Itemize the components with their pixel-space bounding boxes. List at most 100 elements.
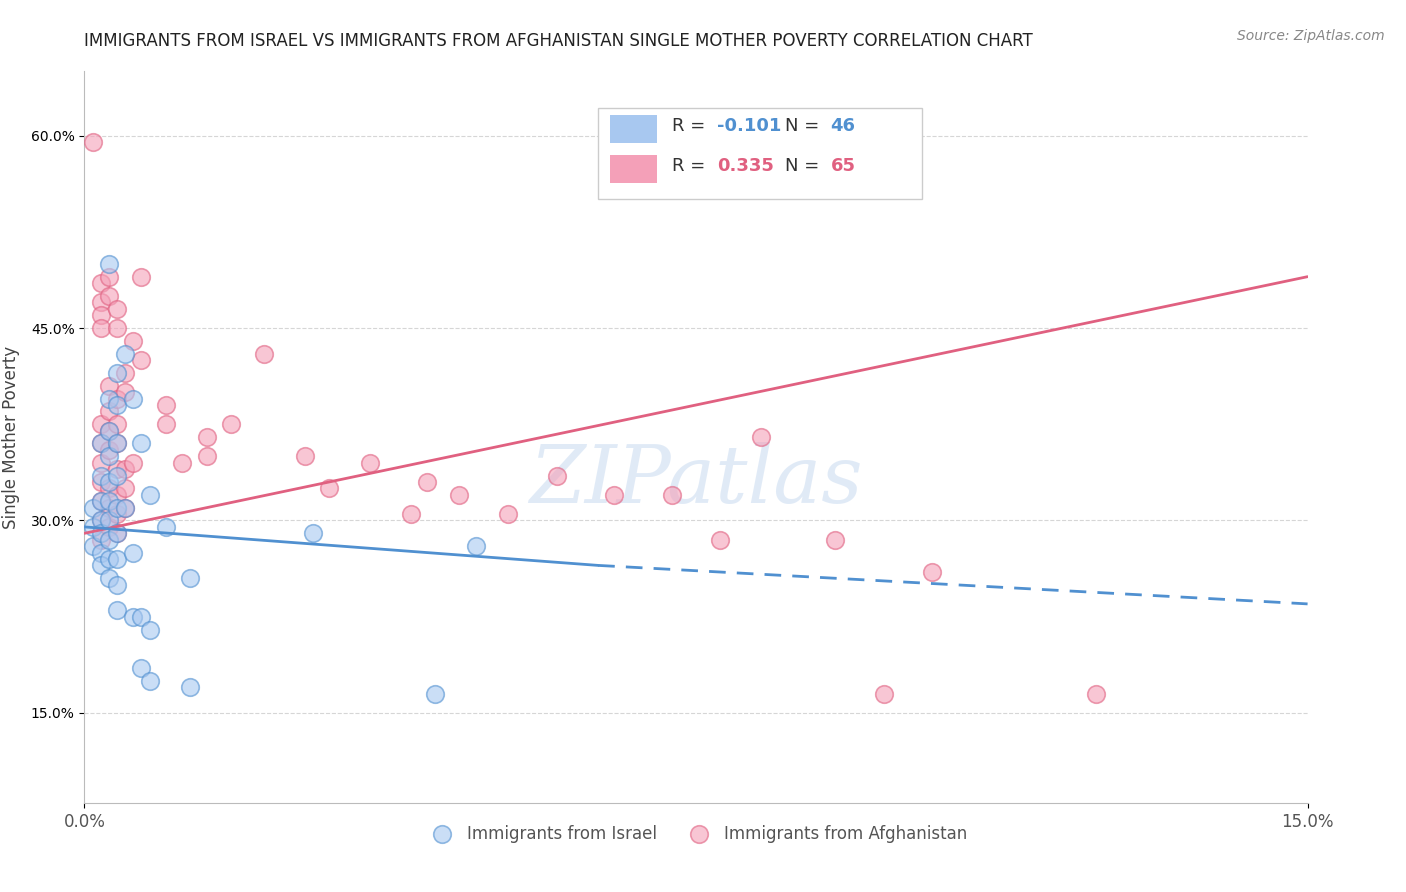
Point — [114, 462, 136, 476]
Point — [449, 488, 471, 502]
Legend: Immigrants from Israel, Immigrants from Afghanistan: Immigrants from Israel, Immigrants from … — [419, 818, 973, 849]
Text: IMMIGRANTS FROM ISRAEL VS IMMIGRANTS FROM AFGHANISTAN SINGLE MOTHER POVERTY CORR: IMMIGRANTS FROM ISRAEL VS IMMIGRANTS FRO… — [84, 32, 1033, 50]
Point — [301, 526, 323, 541]
Point — [90, 526, 112, 541]
Point — [138, 673, 160, 688]
Point — [464, 539, 486, 553]
Point — [90, 276, 112, 290]
Point — [90, 514, 112, 528]
Point — [709, 533, 731, 547]
Point — [318, 482, 340, 496]
Text: 0.335: 0.335 — [717, 158, 773, 176]
Point — [105, 321, 128, 335]
Point — [97, 289, 120, 303]
Point — [105, 436, 128, 450]
Point — [105, 301, 128, 316]
Point — [97, 475, 120, 489]
Point — [114, 482, 136, 496]
Text: Source: ZipAtlas.com: Source: ZipAtlas.com — [1237, 29, 1385, 43]
Point — [155, 417, 177, 432]
Text: R =: R = — [672, 158, 710, 176]
Point — [90, 308, 112, 322]
Point — [131, 436, 153, 450]
Point — [131, 661, 153, 675]
Point — [122, 334, 145, 348]
Point — [138, 488, 160, 502]
Point — [97, 269, 120, 284]
Point — [82, 500, 104, 515]
Point — [195, 430, 218, 444]
Point — [97, 482, 120, 496]
Point — [105, 398, 128, 412]
Point — [90, 436, 112, 450]
Point — [131, 353, 153, 368]
Text: 46: 46 — [831, 117, 855, 136]
Text: N =: N = — [786, 158, 825, 176]
Point — [97, 552, 120, 566]
Point — [97, 500, 120, 515]
Point — [105, 462, 128, 476]
Point — [97, 533, 120, 547]
Point — [114, 366, 136, 380]
Point — [294, 450, 316, 464]
Point — [105, 488, 128, 502]
Point — [97, 514, 120, 528]
Point — [97, 494, 120, 508]
Point — [82, 539, 104, 553]
Point — [105, 526, 128, 541]
Point — [90, 436, 112, 450]
Point — [105, 603, 128, 617]
Point — [498, 507, 520, 521]
Point — [359, 456, 381, 470]
Point — [90, 545, 112, 559]
Point — [90, 468, 112, 483]
Point — [399, 507, 422, 521]
Text: -0.101: -0.101 — [717, 117, 782, 136]
Point — [97, 392, 120, 406]
Point — [90, 456, 112, 470]
Point — [105, 392, 128, 406]
Text: ZIPatlas: ZIPatlas — [529, 442, 863, 520]
Point — [155, 398, 177, 412]
Point — [661, 488, 683, 502]
Point — [105, 366, 128, 380]
Point — [97, 571, 120, 585]
FancyBboxPatch shape — [610, 154, 657, 183]
Point — [195, 450, 218, 464]
Point — [423, 687, 446, 701]
Point — [219, 417, 242, 432]
FancyBboxPatch shape — [610, 115, 657, 143]
Text: N =: N = — [786, 117, 825, 136]
Point — [253, 346, 276, 360]
Point — [749, 430, 772, 444]
Point — [105, 507, 128, 521]
Point — [872, 687, 894, 701]
Point — [122, 392, 145, 406]
FancyBboxPatch shape — [598, 108, 922, 200]
Point — [90, 558, 112, 573]
Point — [114, 346, 136, 360]
Point — [114, 500, 136, 515]
Point — [131, 609, 153, 624]
Text: R =: R = — [672, 117, 710, 136]
Point — [546, 468, 568, 483]
Point — [90, 494, 112, 508]
Point — [90, 475, 112, 489]
Point — [90, 514, 112, 528]
Point — [97, 442, 120, 457]
Point — [105, 436, 128, 450]
Point — [105, 577, 128, 591]
Point — [105, 417, 128, 432]
Point — [131, 269, 153, 284]
Point — [105, 500, 128, 515]
Point — [82, 520, 104, 534]
Point — [90, 321, 112, 335]
Point — [114, 385, 136, 400]
Point — [90, 494, 112, 508]
Point — [416, 475, 439, 489]
Point — [179, 571, 201, 585]
Point — [155, 520, 177, 534]
Point — [921, 565, 943, 579]
Point — [105, 552, 128, 566]
Point — [105, 526, 128, 541]
